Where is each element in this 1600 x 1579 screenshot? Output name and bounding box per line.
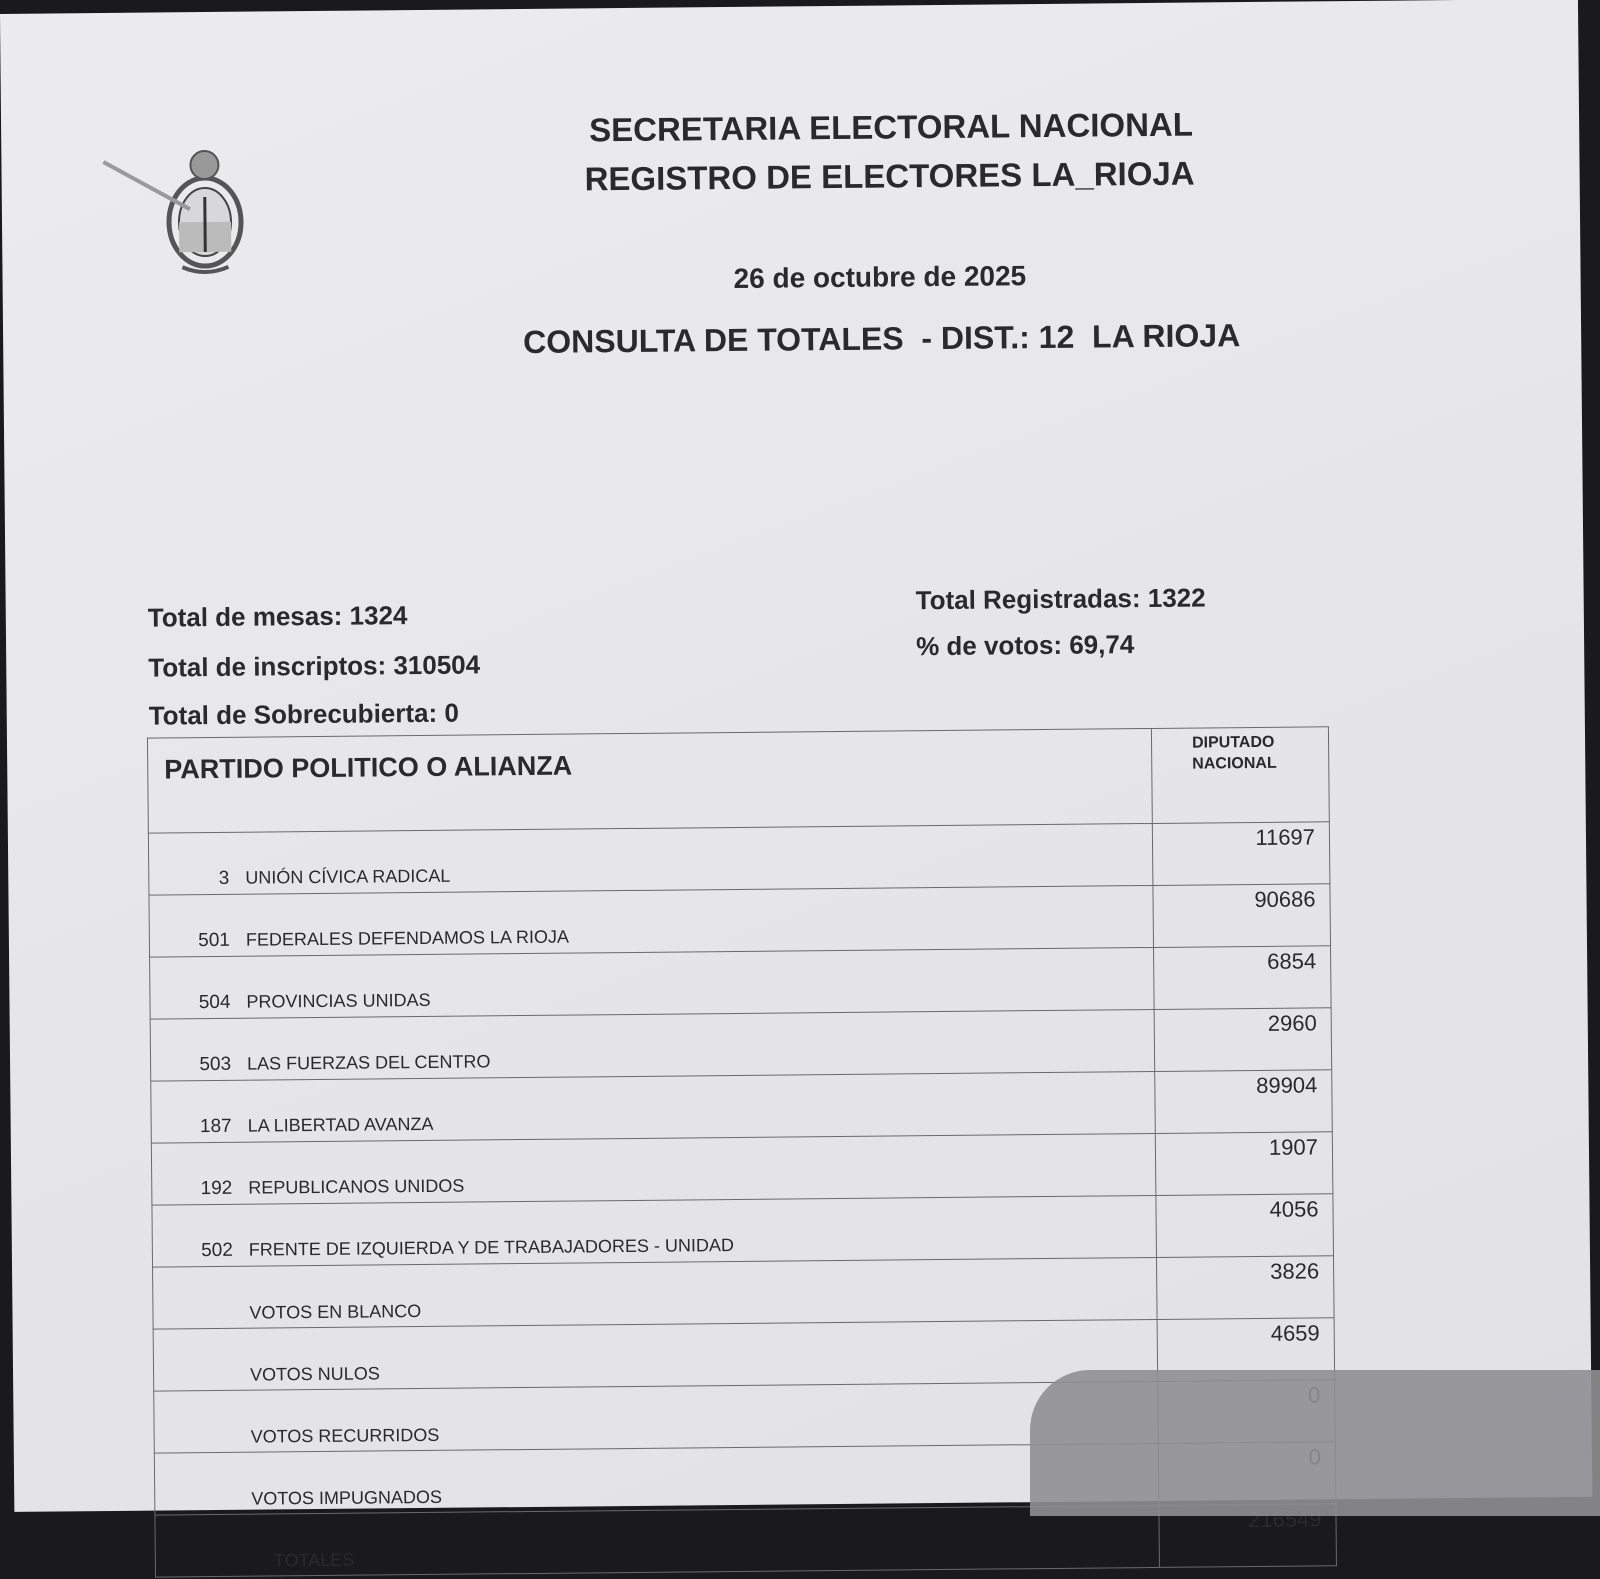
column-header-votes-line2: NACIONAL — [1192, 754, 1277, 773]
party-cell: VOTOS RECURRIDOS — [153, 1381, 1159, 1454]
list-number: 503 — [199, 1053, 232, 1076]
party-name: FRENTE DE IZQUIERDA Y DE TRABAJADORES - … — [248, 1235, 735, 1260]
party-name: PROVINCIAS UNIDAS — [246, 989, 431, 1012]
votes-cell: 90686 — [1152, 883, 1331, 948]
votes-cell: 1907 — [1155, 1131, 1333, 1196]
list-number: 501 — [198, 929, 231, 952]
votes-cell: 11697 — [1152, 821, 1330, 886]
party-cell: 3 UNIÓN CÍVICA RADICAL — [148, 823, 1153, 896]
total-registradas: Total Registradas: 1322 — [915, 582, 1206, 616]
list-number — [156, 1567, 236, 1568]
percent-votes: % de votos: 69,74 — [915, 629, 1135, 662]
table-row: 502 FRENTE DE IZQUIERDA Y DE TRABAJADORES… — [151, 1193, 1334, 1268]
votes-cell: 6854 — [1153, 945, 1332, 1010]
national-coat-of-arms-icon — [166, 150, 244, 275]
list-number: 504 — [198, 991, 231, 1014]
header-subtitle: REGISTRO DE ELECTORES LA_RIOJA — [584, 154, 1195, 198]
table-row: 187 LA LIBERTAD AVANZA 89904 — [150, 1069, 1333, 1144]
party-cell: TOTALES — [154, 1505, 1160, 1578]
party-name: VOTOS EN BLANCO — [249, 1301, 422, 1323]
party-cell: 192 REPUBLICANOS UNIDOS — [151, 1133, 1156, 1206]
total-mesas: Total de mesas: 1324 — [147, 600, 408, 633]
votes-cell: 4056 — [1155, 1193, 1334, 1258]
staple-icon — [102, 160, 191, 211]
table-header-row: PARTIDO POLITICO O ALIANZA DIPUTADO NACI… — [147, 726, 1330, 834]
table-row: 503 LAS FUERZAS DEL CENTRO 2960 — [150, 1007, 1332, 1082]
column-header-party: PARTIDO POLITICO O ALIANZA — [147, 728, 1153, 834]
votes-cell: 2960 — [1154, 1007, 1332, 1072]
party-name: UNIÓN CÍVICA RADICAL — [245, 865, 451, 888]
header-title: SECRETARIA ELECTORAL NACIONAL — [588, 105, 1194, 149]
party-name: VOTOS IMPUGNADOS — [251, 1486, 443, 1509]
party-cell: VOTOS IMPUGNADOS — [154, 1443, 1159, 1516]
party-name: LAS FUERZAS DEL CENTRO — [246, 1051, 491, 1074]
party-cell: 187 LA LIBERTAD AVANZA — [150, 1071, 1156, 1144]
column-header-votes-line1: DIPUTADO — [1191, 733, 1275, 752]
table-row: 192 REPUBLICANOS UNIDOS 1907 — [151, 1131, 1333, 1206]
document-date: 26 de octubre de 2025 — [733, 260, 1027, 294]
party-cell: 503 LAS FUERZAS DEL CENTRO — [150, 1009, 1155, 1082]
table-row: VOTOS EN BLANCO 3826 — [152, 1255, 1335, 1330]
votes-cell: 89904 — [1154, 1069, 1333, 1134]
total-inscriptos: Total de inscriptos: 310504 — [148, 649, 481, 683]
party-name: REPUBLICANOS UNIDOS — [248, 1175, 465, 1198]
party-name: VOTOS RECURRIDOS — [250, 1424, 440, 1447]
report-title: CONSULTA DE TOTALES - DIST.: 12 LA RIOJA — [522, 317, 1241, 360]
party-name: VOTOS NULOS — [249, 1363, 380, 1385]
column-header-votes: DIPUTADO NACIONAL — [1151, 726, 1330, 824]
party-name: TOTALES — [273, 1549, 355, 1571]
votes-cell: 3826 — [1156, 1255, 1335, 1320]
party-cell: 501 FEDERALES DEFENDAMOS LA RIOJA — [148, 885, 1154, 958]
list-number: 3 — [218, 867, 230, 889]
table-row: 501 FEDERALES DEFENDAMOS LA RIOJA 90686 — [148, 883, 1331, 958]
list-number: 187 — [199, 1115, 232, 1138]
hand-shadow — [1030, 1370, 1600, 1516]
table-row: 3 UNIÓN CÍVICA RADICAL 11697 — [148, 821, 1330, 896]
party-cell: 502 FRENTE DE IZQUIERDA Y DE TRABAJADORES… — [151, 1195, 1157, 1268]
party-cell: VOTOS EN BLANCO — [152, 1257, 1158, 1330]
list-number — [154, 1381, 234, 1382]
list-number — [155, 1505, 235, 1506]
list-number — [155, 1443, 235, 1444]
table-row: 504 PROVINCIAS UNIDAS 6854 — [149, 945, 1332, 1020]
party-name: FEDERALES DEFENDAMOS LA RIOJA — [245, 926, 570, 950]
total-sobrecubierta: Total de Sobrecubierta: 0 — [148, 697, 460, 731]
list-number — [154, 1319, 234, 1320]
party-name: LA LIBERTAD AVANZA — [247, 1113, 434, 1136]
party-cell: 504 PROVINCIAS UNIDAS — [149, 947, 1155, 1020]
list-number: 192 — [200, 1177, 233, 1200]
party-cell: VOTOS NULOS — [153, 1319, 1158, 1392]
list-number: 502 — [201, 1239, 233, 1262]
